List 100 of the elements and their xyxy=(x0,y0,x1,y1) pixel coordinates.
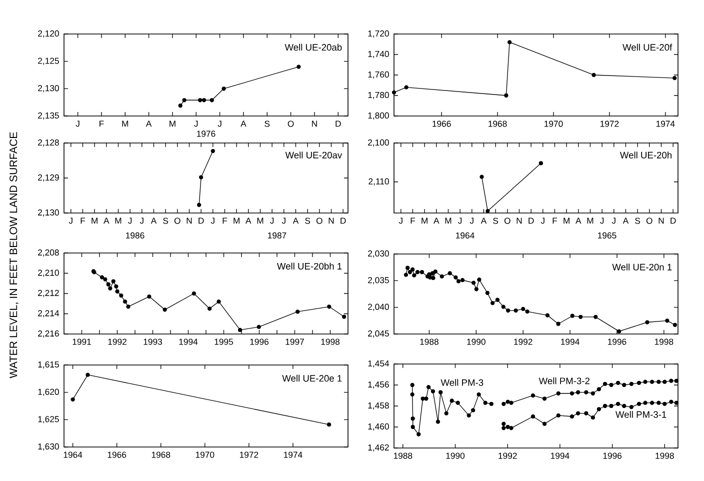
text: Well UE-20av xyxy=(285,152,342,158)
x-tick-label: 1994 xyxy=(561,338,580,345)
x-tick-label: O xyxy=(174,218,180,224)
text: Well UE-20bh 1 xyxy=(276,262,342,270)
y-tick-label: 1,460 xyxy=(368,423,389,431)
x-tick-label: 1970 xyxy=(196,452,214,458)
y-tick-label: 1,454 xyxy=(368,360,390,368)
x-tick-label: J xyxy=(458,218,462,224)
y-tick-label: 1,458 xyxy=(368,402,389,410)
y-tick-label: 2,216 xyxy=(38,330,59,338)
y-tick-label: 2,130 xyxy=(38,209,59,217)
x-tick-label: D xyxy=(198,218,204,224)
x-tick-label: J xyxy=(194,120,198,127)
x-tick-label: M xyxy=(564,218,570,224)
x-tick-label: A xyxy=(576,218,582,224)
y-tick-label: 2,129 xyxy=(38,174,59,182)
y-tick-label: 1,625 xyxy=(38,416,59,424)
y-tick-label: 1,615 xyxy=(38,361,59,369)
x-tick-label: S xyxy=(264,120,270,127)
x-tick-label: J xyxy=(600,218,604,224)
x-tick-label: 1966 xyxy=(108,452,126,458)
x-tick-label: 1994 xyxy=(179,338,198,345)
x-tick-label: 1991 xyxy=(72,338,91,345)
x-tick-label: 1997 xyxy=(286,338,304,345)
annotation: Well PM-3 xyxy=(440,379,484,386)
x-tick-label: A xyxy=(480,218,487,224)
text: Well UE-20ab xyxy=(284,44,342,51)
x-tick-label: A xyxy=(146,120,152,127)
x-tick-label: M xyxy=(587,218,594,224)
annotation: Well PM-3-2 xyxy=(538,377,590,384)
x-axis-title: 1976 xyxy=(197,130,216,137)
x-tick-label: D xyxy=(528,218,534,224)
y-tick-label: 2,045 xyxy=(368,330,389,338)
x-tick-label: F xyxy=(222,218,228,224)
x-tick-label: M xyxy=(170,120,176,127)
text: 1987 xyxy=(268,232,286,238)
x-tick-label: 1998 xyxy=(654,338,674,345)
x-tick-label: 1988 xyxy=(420,338,438,345)
x-tick-label: J xyxy=(210,218,214,224)
text: Well UE-20n 1 xyxy=(612,264,672,270)
x-tick-label: S xyxy=(163,218,168,224)
x-tick-label: J xyxy=(282,218,286,224)
text: Well UE-20f xyxy=(622,44,672,51)
x-tick-label: 1992 xyxy=(108,338,126,345)
x-tick-label: 1996 xyxy=(603,452,622,459)
x-tick-label: S xyxy=(635,218,640,224)
x-tick-label: M xyxy=(122,120,128,127)
y-tick-label: 1,740 xyxy=(368,50,389,58)
x-tick-label: M xyxy=(92,218,98,224)
y-tick-label: 2,214 xyxy=(38,310,60,318)
x-tick-label: A xyxy=(292,218,299,224)
x-tick-label: O xyxy=(288,120,294,127)
x-tick-label: M xyxy=(234,218,240,224)
text: Well UE-20e 1 xyxy=(282,374,342,382)
y-tick-label: 2,210 xyxy=(38,270,59,277)
y-tick-label: 2,212 xyxy=(38,290,59,298)
x-tick-label: A xyxy=(246,218,252,224)
x-tick-label: J xyxy=(612,218,616,224)
x-tick-label: 1974 xyxy=(284,452,302,458)
text: 1964 xyxy=(456,232,474,238)
x-tick-label: 1972 xyxy=(240,452,258,458)
x-tick-label: J xyxy=(540,218,544,224)
x-tick-label: O xyxy=(316,218,322,224)
y-tick-label: 2,135 xyxy=(38,112,59,120)
x-tick-label: A xyxy=(622,218,629,224)
x-tick-label: S xyxy=(493,218,498,224)
x-tick-label: 1974 xyxy=(656,120,675,127)
x-tick-label: M xyxy=(257,218,264,224)
x-tick-label: M xyxy=(115,218,122,224)
x-tick-label: 1996 xyxy=(250,338,268,345)
x-tick-label: 1964 xyxy=(64,452,82,458)
x-tick-label: J xyxy=(218,120,222,127)
y-tick-label: 2,208 xyxy=(38,249,59,257)
y-tick-label: 2,125 xyxy=(38,58,59,65)
x-tick-label: D xyxy=(340,218,346,224)
y-tick-label: 2,100 xyxy=(368,139,389,147)
x-tick-label: F xyxy=(80,218,86,224)
y-tick-label: 1,620 xyxy=(38,388,59,396)
y-tick-label: 2,040 xyxy=(368,304,389,311)
x-tick-label: J xyxy=(470,218,474,224)
y-tick-label: 1,760 xyxy=(368,71,389,79)
x-tick-label: 1968 xyxy=(488,120,507,127)
x-tick-label: 1996 xyxy=(608,338,626,345)
x-tick-label: J xyxy=(270,218,274,224)
x-tick-label: J xyxy=(68,218,72,224)
text: Well UE-20h xyxy=(620,152,672,158)
x-tick-label: 1992 xyxy=(498,452,517,459)
x-tick-label: A xyxy=(434,218,440,224)
y-tick-label: 1,720 xyxy=(368,30,389,38)
y-tick-label: 2,110 xyxy=(368,178,389,186)
x-tick-label: N xyxy=(516,218,522,224)
x-tick-label: J xyxy=(398,218,402,224)
x-tick-label: S xyxy=(305,218,310,224)
y-tick-label: 2,030 xyxy=(368,250,389,258)
x-tick-label: D xyxy=(670,218,676,224)
x-tick-label: F xyxy=(552,218,558,224)
y-tick-label: 2,120 xyxy=(38,30,59,38)
x-tick-label: 1990 xyxy=(467,338,486,345)
y-tick-label: 1,462 xyxy=(368,444,389,452)
x-tick-label: J xyxy=(140,218,144,224)
